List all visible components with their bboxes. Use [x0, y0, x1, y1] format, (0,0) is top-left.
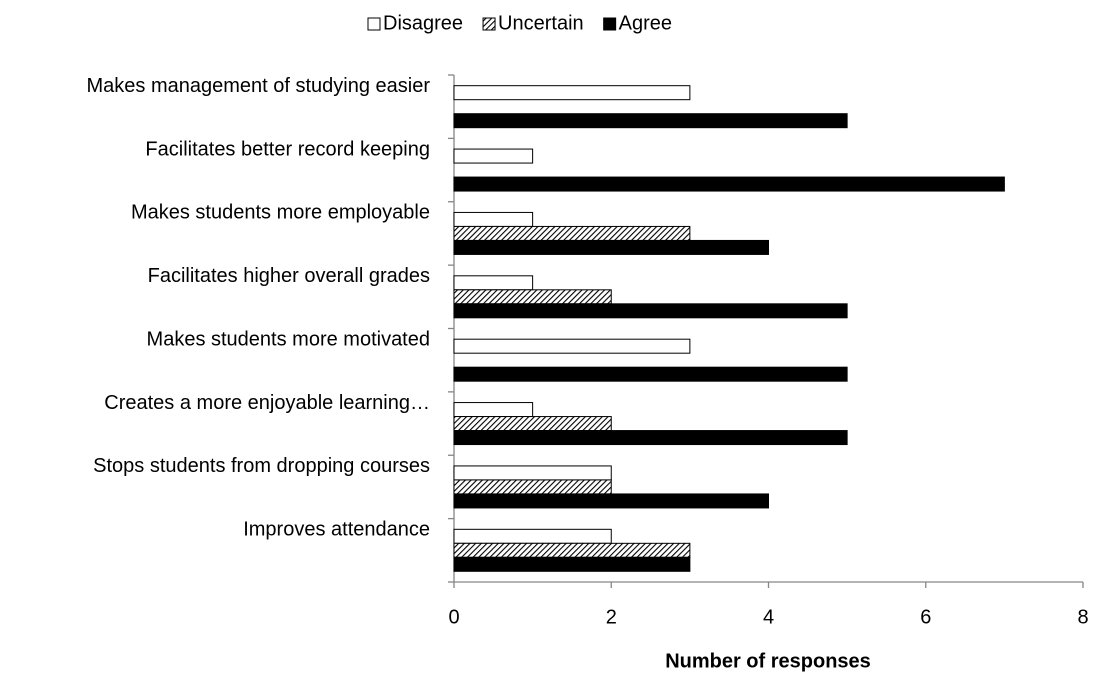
bar	[453, 303, 848, 319]
x-tick-label: 2	[606, 606, 617, 628]
bar	[453, 493, 769, 509]
category-label: Creates a more enjoyable learning…	[104, 392, 430, 414]
legend-swatch	[482, 17, 496, 31]
category-label: Facilitates higher overall grades	[148, 265, 430, 287]
category-label: Makes students more employable	[131, 202, 430, 224]
legend-label: Agree	[619, 12, 672, 34]
bar	[453, 556, 691, 572]
bar	[453, 465, 612, 481]
legend-label: Disagree	[383, 12, 463, 34]
category-label: Stops students from dropping courses	[93, 455, 430, 477]
legend-label: Uncertain	[498, 12, 584, 34]
bar	[453, 113, 848, 129]
bar	[453, 430, 848, 446]
bar	[453, 479, 612, 495]
legend-swatch	[603, 17, 617, 31]
bar	[453, 416, 612, 432]
bar	[453, 275, 534, 291]
bar	[453, 289, 612, 305]
bar	[453, 225, 691, 241]
x-tick-label: 8	[1077, 606, 1088, 628]
bar	[453, 528, 612, 544]
category-label: Improves attendance	[243, 519, 430, 541]
x-axis-label: Number of responses	[665, 650, 871, 672]
x-tick-label: 0	[448, 606, 459, 628]
bar	[453, 366, 848, 382]
bar	[453, 239, 769, 255]
x-tick-label: 4	[763, 606, 774, 628]
bar	[453, 211, 534, 227]
category-label: Makes students more motivated	[147, 328, 430, 350]
legend-swatch	[367, 17, 381, 31]
bar	[453, 85, 691, 101]
bar	[453, 402, 534, 418]
x-tick-label: 6	[920, 606, 931, 628]
bar	[453, 542, 691, 558]
bar	[453, 148, 534, 164]
bar	[453, 338, 691, 354]
category-label: Facilitates better record keeping	[145, 138, 430, 160]
category-label: Makes management of studying easier	[86, 75, 430, 97]
bar	[453, 176, 1005, 192]
